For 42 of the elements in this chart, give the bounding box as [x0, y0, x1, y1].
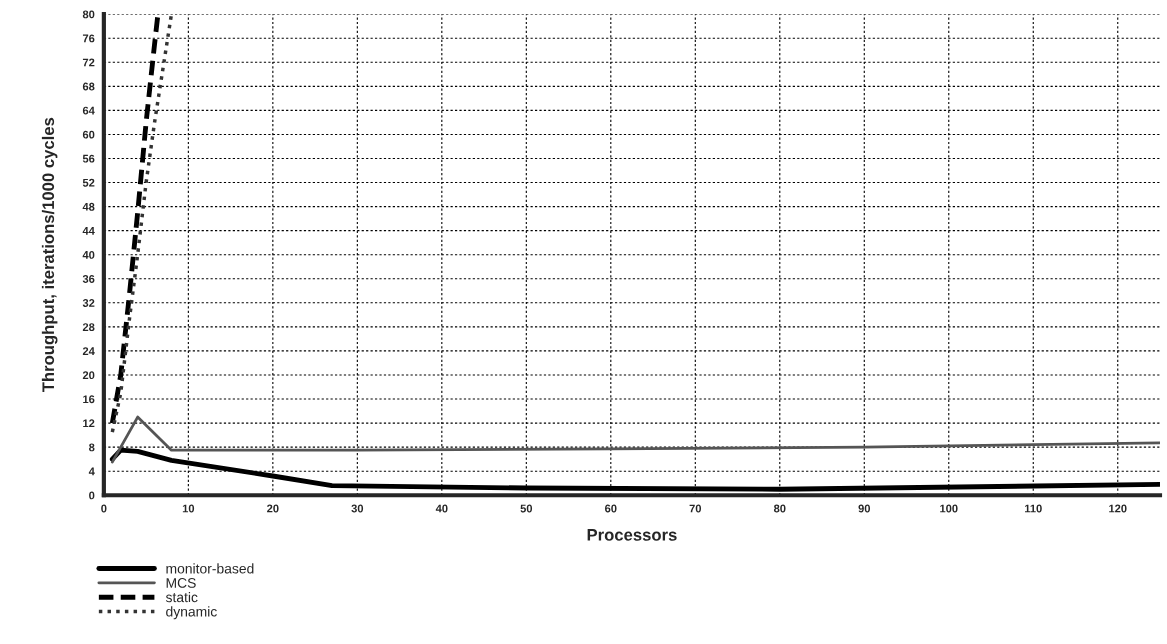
x-tick-label: 0 [101, 504, 107, 513]
x-axis-title: Processors [587, 529, 677, 541]
y-tick-label: 80 [82, 10, 95, 19]
x-tick-label: 60 [605, 504, 617, 513]
legend-label: monitor-based [166, 563, 254, 574]
y-tick-label: 12 [83, 419, 95, 428]
line-series [110, 14, 174, 434]
y-tick-label: 32 [82, 299, 95, 307]
y-tick-label: 72 [82, 58, 95, 67]
x-tick-label: 70 [689, 504, 702, 513]
x-tick-label: 10 [182, 504, 195, 513]
legend-label: static [165, 592, 198, 603]
y-tick-label: 76 [82, 34, 95, 43]
y-tick-label: 0 [89, 491, 95, 500]
x-tick-label: 30 [351, 504, 364, 513]
y-tick-label: 8 [89, 443, 95, 452]
y-tick-label: 36 [82, 275, 95, 283]
x-tick-label: 100 [940, 504, 958, 513]
x-tick-label: 90 [858, 504, 870, 513]
x-tick-label: 20 [267, 504, 279, 513]
y-tick-label: 52 [82, 178, 95, 187]
y-tick-label: 4 [88, 467, 95, 476]
y-tick-label: 44 [82, 227, 95, 235]
y-tick-label: 20 [82, 371, 95, 380]
y-tick-label: 40 [82, 250, 95, 259]
legend-label: MCS [166, 578, 196, 588]
y-axis-title: Throughput, iterations/1000 cycles [41, 117, 58, 393]
legend-label: dynamic [166, 606, 217, 620]
y-tick-label: 24 [82, 347, 95, 355]
y-tick-label: 64 [82, 106, 95, 115]
y-tick-label: 56 [82, 154, 95, 163]
x-tick-label: 50 [520, 504, 533, 513]
y-tick-label: 16 [83, 395, 95, 404]
line-series [110, 415, 1160, 464]
y-tick-label: 48 [82, 202, 95, 211]
x-tick-label: 40 [435, 504, 448, 513]
x-tick-label: 120 [1109, 504, 1127, 513]
y-tick-label: 68 [82, 82, 95, 91]
y-tick-label: 60 [82, 130, 95, 139]
x-tick-label: 110 [1025, 504, 1042, 513]
x-tick-label: 80 [773, 504, 786, 513]
y-tick-label: 28 [82, 323, 95, 331]
